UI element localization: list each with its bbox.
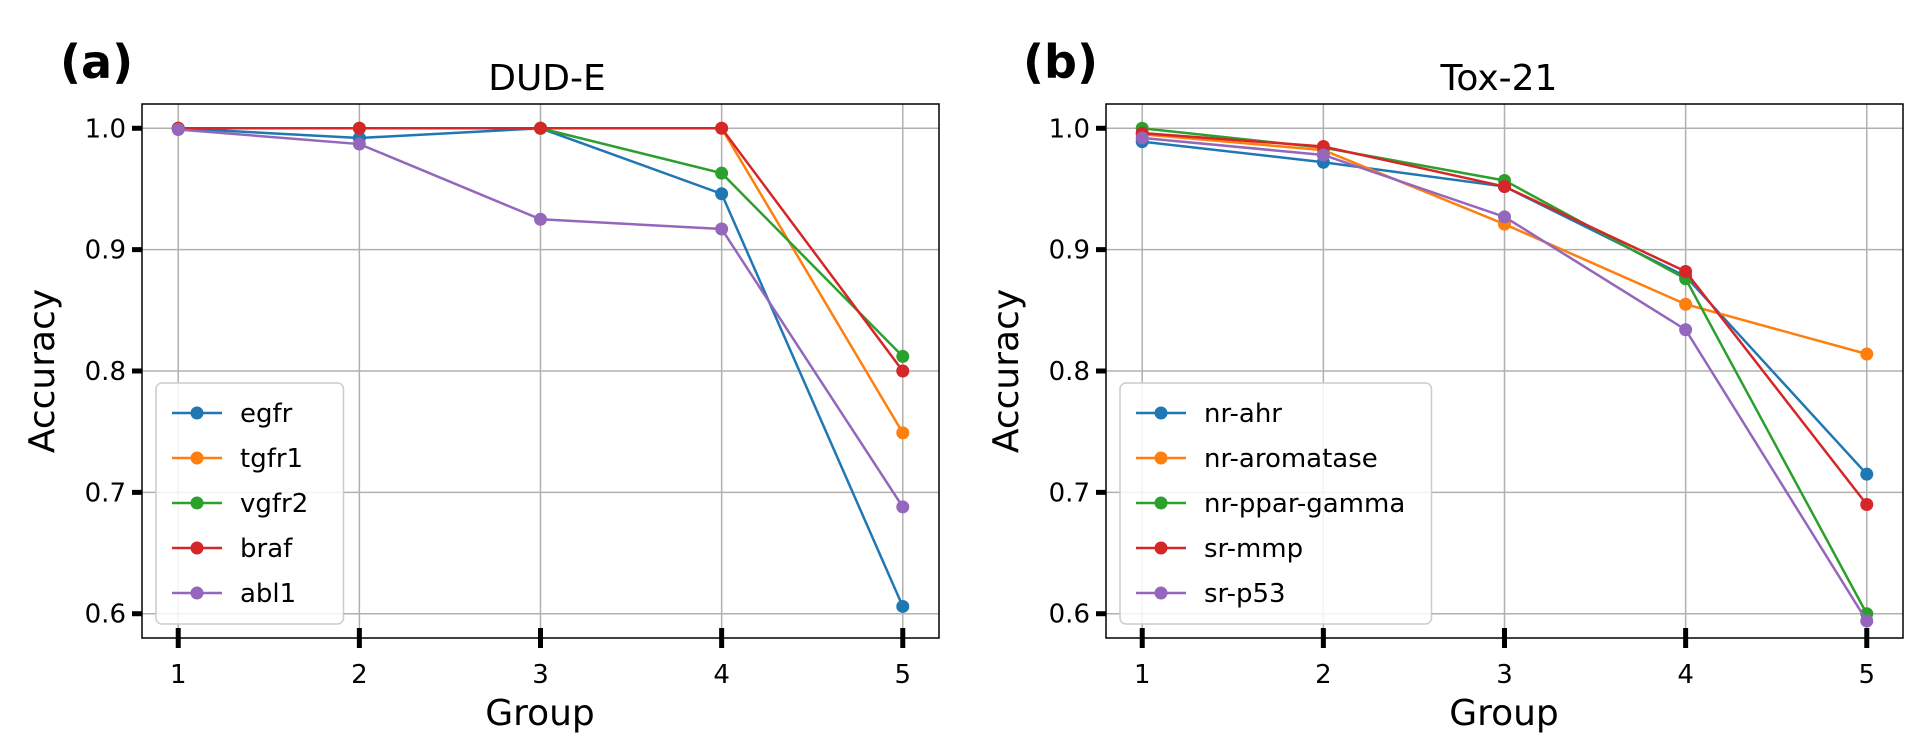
legend-swatch-marker	[190, 406, 204, 420]
series-sr-p53	[1135, 131, 1874, 628]
y-axis-label-dude: Accuracy	[22, 289, 63, 453]
legend-box	[155, 382, 345, 625]
data-point-vgfr2	[715, 166, 729, 180]
x-axis-label-tox21: Group	[1449, 693, 1559, 734]
data-point-braf	[896, 364, 910, 378]
data-point-abl1	[171, 122, 185, 136]
legend-swatch-marker	[190, 541, 204, 555]
y-tick-label: 0.9	[1049, 236, 1090, 266]
legend-entry-nr-aromatase: nr-aromatase	[1204, 444, 1378, 474]
data-point-vgfr2	[896, 349, 910, 363]
data-point-sr-p53	[1498, 210, 1511, 224]
x-tick-label: 4	[1677, 660, 1694, 690]
x-tick-label: 3	[532, 660, 549, 690]
y-axis-label-tox21: Accuracy	[986, 289, 1027, 453]
ticks-tox21: 1 2 3 4 5 0.6 0.7 0.8 0.9 1.0	[1049, 114, 1875, 690]
data-point-braf	[352, 121, 366, 135]
x-tick-label: 4	[713, 660, 730, 690]
legend-swatch-marker	[1154, 541, 1168, 555]
legend-entry-sr-p53: sr-p53	[1204, 579, 1286, 609]
data-point-nr-ahr	[1860, 467, 1874, 481]
legend-entry-braf: braf	[240, 534, 293, 564]
data-point-egfr	[715, 187, 729, 201]
legend-entry-abl1: abl1	[240, 579, 296, 609]
data-point-sr-p53	[1316, 148, 1330, 162]
data-point-sr-p53	[1679, 323, 1693, 337]
data-point-abl1	[715, 222, 729, 236]
series-abl1	[171, 122, 910, 514]
x-tick-label: 1	[1134, 660, 1151, 690]
y-tick-label: 0.7	[1049, 478, 1090, 508]
panel-label-a: (a)	[60, 35, 133, 89]
legend-box	[1119, 382, 1433, 625]
legend-swatch-marker	[190, 496, 204, 510]
chart-title-tox21: Tox-21	[1440, 58, 1558, 99]
legend-swatch-marker	[1154, 586, 1168, 600]
legend-entry-vgfr2: vgfr2	[240, 489, 308, 519]
data-point-abl1	[534, 212, 547, 226]
x-tick-label: 5	[894, 660, 911, 690]
data-point-sr-mmp	[1679, 264, 1693, 278]
data-point-sr-mmp	[1860, 498, 1874, 511]
data-point-egfr	[896, 599, 910, 613]
y-tick-label: 0.8	[1049, 357, 1090, 387]
data-point-tgfr1	[896, 426, 910, 440]
y-tick-label: 1.0	[85, 114, 126, 144]
legend-dude: egfr tgfr1 vgfr2 braf abl1	[155, 382, 345, 625]
legend-entry-tgfr1: tgfr1	[240, 444, 303, 474]
legend-entry-sr-mmp: sr-mmp	[1204, 534, 1303, 564]
x-tick-label: 3	[1496, 660, 1513, 690]
legend-swatch-marker	[190, 451, 204, 465]
y-tick-label: 0.8	[85, 357, 126, 387]
data-point-nr-aromatase	[1679, 297, 1693, 311]
legend-swatch-marker	[1154, 496, 1168, 510]
data-point-braf	[715, 121, 729, 135]
data-point-abl1	[896, 500, 910, 514]
chart-panel-tox21: (b) Tox-21 1 2 3 4 50.60.70.80.91.0 nr-ahrnr…	[986, 35, 1904, 734]
legend-swatch-marker	[1154, 451, 1168, 465]
x-tick-label: 5	[1858, 660, 1875, 690]
legend-entry-nr-ppar-gamma: nr-ppar-gamma	[1204, 489, 1405, 519]
data-point-sr-p53	[1860, 614, 1874, 628]
y-tick-label: 0.9	[85, 236, 126, 266]
legend-entry-nr-ahr: nr-ahr	[1204, 399, 1282, 429]
y-tick-label: 1.0	[1049, 114, 1090, 144]
legend-swatch-marker	[1154, 406, 1168, 420]
data-point-sr-p53	[1135, 131, 1149, 145]
series-layer-tox21	[1135, 121, 1874, 628]
x-tick-label: 2	[1315, 660, 1332, 690]
x-tick-label: 1	[170, 660, 187, 690]
chart-title-dude: DUD-E	[488, 58, 606, 99]
series-layer-dude	[171, 121, 910, 613]
legend-tox21: nr-ahr nr-aromatase nr-ppar-gamma sr-mmp sr-…	[1119, 382, 1433, 625]
y-tick-label: 0.6	[85, 600, 126, 630]
data-point-braf	[534, 121, 547, 135]
ticks-dude: 1 2 3 4 5 0.6 0.7 0.8 0.9 1.0	[85, 114, 911, 690]
legend-swatch-marker	[190, 586, 204, 600]
chart-panel-dude: (a) DUD-E 1 2 3 4 5 0.6 0.7 0.8 0.9 1.0 egfr tgfr1…	[22, 35, 940, 734]
data-point-nr-aromatase	[1860, 347, 1874, 361]
x-tick-label: 2	[351, 660, 368, 690]
panel-label-b: (b)	[1023, 35, 1098, 89]
x-axis-label-dude: Group	[485, 693, 595, 734]
data-point-sr-mmp	[1498, 180, 1511, 194]
y-tick-label: 0.7	[85, 478, 126, 508]
y-tick-label: 0.6	[1049, 600, 1090, 630]
legend-entry-egfr: egfr	[240, 399, 293, 429]
data-point-abl1	[352, 137, 366, 151]
